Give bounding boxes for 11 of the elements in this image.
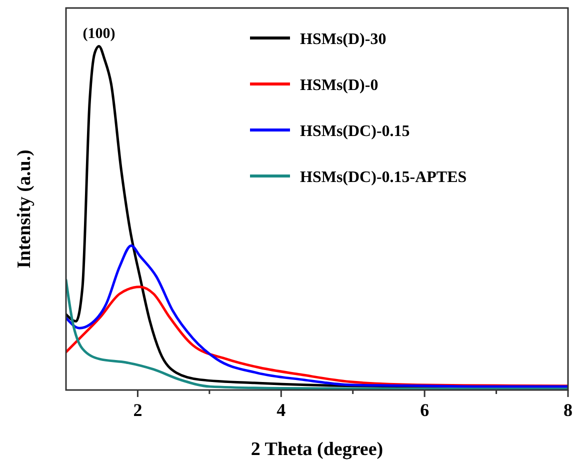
legend-label: HSMs(DC)-0.15	[300, 123, 410, 140]
y-axis-title: Intensity (a.u.)	[14, 150, 35, 268]
x-tick-label: 2	[133, 400, 142, 420]
legend-label: HSMs(D)-30	[300, 31, 386, 48]
x-tick-label: 8	[564, 400, 572, 420]
legend-label: HSMs(DC)-0.15-APTES	[300, 169, 467, 186]
annotation: (100)	[82, 26, 116, 42]
x-axis-title: 2 Theta (degree)	[250, 439, 384, 460]
legend-label: HSMs(D)-0	[300, 77, 378, 94]
x-tick-label: 4	[276, 400, 286, 420]
x-tick-label: 6	[420, 400, 430, 420]
